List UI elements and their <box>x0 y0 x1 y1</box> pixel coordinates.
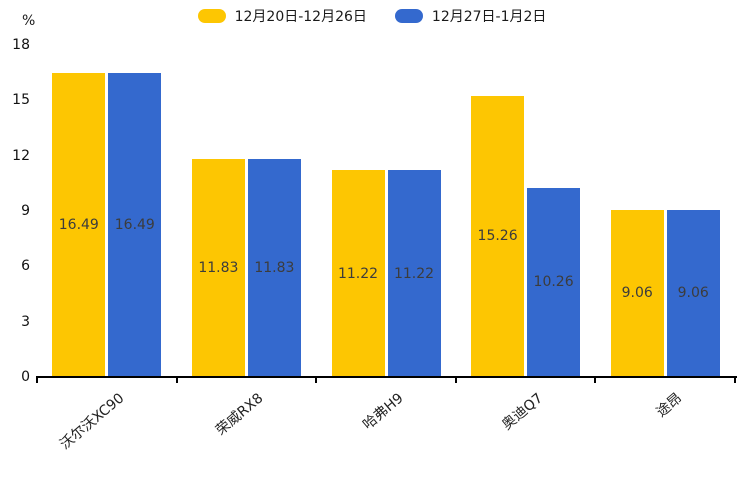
bar-s1-c2 <box>191 158 245 377</box>
bar-s1-c3 <box>331 170 385 377</box>
category-label-3: 哈弗H9 <box>359 390 407 434</box>
y-tick-label-3: 3 <box>21 313 30 330</box>
y-axis-unit-label: % <box>22 13 36 29</box>
bar-value-label: 9.06 <box>677 285 709 302</box>
legend-label: 12月27日-1月2日 <box>431 9 547 25</box>
x-axis-tick <box>315 378 318 383</box>
bar-value-label: 15.26 <box>477 228 518 245</box>
legend: 12月20日-12月26日 12月27日-1月2日 <box>0 4 744 28</box>
x-axis-tick <box>594 378 597 383</box>
bar-value-label: 9.06 <box>621 285 653 302</box>
bar-s2-c4 <box>527 187 581 377</box>
legend-item-2[interactable]: 12月27日-1月2日 <box>394 6 547 26</box>
x-axis-tick <box>36 378 38 383</box>
y-tick-label-9: 9 <box>21 203 30 219</box>
bar-s2-c3 <box>387 170 441 377</box>
category-label-4: 奥迪Q7 <box>498 390 546 434</box>
bar-s2-c1 <box>108 72 162 377</box>
bar-s1-c1 <box>52 72 106 377</box>
category-label-5: 途昂 <box>653 390 686 421</box>
y-tick-label-0: 0 <box>21 369 30 385</box>
legend-item-1[interactable]: 12月20日-12月26日 <box>197 6 367 26</box>
x-axis-tick <box>734 378 736 383</box>
bar-value-label: 11.83 <box>254 259 295 276</box>
y-tick-label-15: 15 <box>12 92 30 109</box>
bar-value-label: 11.83 <box>198 259 239 276</box>
bar-value-label: 11.22 <box>393 265 435 282</box>
bar-s1-c4 <box>471 95 525 377</box>
x-axis-tick <box>175 378 178 383</box>
bar-value-label: 16.49 <box>58 216 99 233</box>
bar-value-label: 10.26 <box>533 274 574 291</box>
x-axis-line <box>36 376 737 378</box>
x-axis-tick <box>454 378 457 383</box>
category-label-1: 沃尔沃XC90 <box>56 390 128 453</box>
bar-value-label: 11.22 <box>337 265 379 282</box>
y-tick-label-6: 6 <box>21 258 30 275</box>
y-tick-label-12: 12 <box>12 147 30 164</box>
bar-s1-c5 <box>610 209 664 377</box>
category-label-2: 荣威RX8 <box>213 390 267 439</box>
bar-s2-c2 <box>247 158 301 377</box>
bar-value-label: 16.49 <box>114 216 155 233</box>
legend-label: 12月20日-12月26日 <box>234 9 367 25</box>
legend-swatch-icon <box>197 9 226 23</box>
legend-swatch-icon <box>394 9 423 23</box>
bar-s2-c5 <box>666 209 720 377</box>
y-tick-label-18: 18 <box>12 37 30 53</box>
